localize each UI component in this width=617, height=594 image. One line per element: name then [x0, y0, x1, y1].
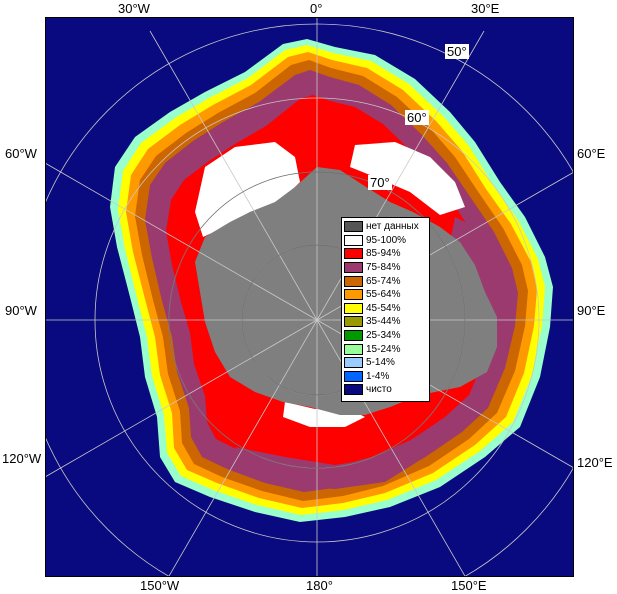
legend-item: 25-34%	[344, 329, 427, 343]
legend-item: 75-84%	[344, 261, 427, 275]
legend-item: 45-54%	[344, 302, 427, 316]
legend-label: 85-94%	[366, 248, 401, 260]
lon-label-120e: 120°E	[577, 455, 613, 470]
legend-swatch	[344, 262, 363, 274]
map-frame	[45, 17, 574, 577]
legend-label: 15-24%	[366, 343, 401, 355]
legend-swatch	[344, 370, 363, 382]
lon-label-60e: 60°E	[577, 146, 606, 161]
legend-item: 35-44%	[344, 315, 427, 329]
legend-item: чисто	[344, 383, 427, 397]
lon-label-30w: 30°W	[118, 1, 150, 16]
legend-label: 5-14%	[366, 357, 395, 369]
legend-item: 5-14%	[344, 356, 427, 370]
lon-label-180: 180°	[306, 578, 333, 593]
lon-label-30e: 30°E	[471, 1, 500, 16]
legend: нет данных 95-100% 85-94% 75-84% 65-74% 55-64…	[341, 217, 430, 402]
legend-swatch	[344, 330, 363, 342]
map-border	[45, 17, 574, 577]
legend-label: нет данных	[366, 221, 419, 233]
legend-swatch	[344, 275, 363, 287]
legend-label: 95-100%	[366, 234, 407, 246]
legend-label: 75-84%	[366, 262, 401, 274]
legend-swatch	[344, 343, 363, 355]
ice-white-east	[350, 142, 465, 215]
legend-swatch	[344, 357, 363, 369]
lon-label-90e: 90°E	[577, 303, 606, 318]
legend-label: 35-44%	[366, 316, 401, 328]
legend-label: чисто	[366, 384, 392, 396]
legend-item: 15-24%	[344, 342, 427, 356]
legend-swatch	[344, 316, 363, 328]
lat-label-50: 50°	[445, 44, 469, 59]
lon-label-90w: 90°W	[5, 303, 37, 318]
lat-label-60: 60°	[405, 110, 429, 125]
lon-label-60w: 60°W	[5, 146, 37, 161]
legend-label: 1-4%	[366, 370, 390, 382]
legend-item: 65-74%	[344, 274, 427, 288]
legend-item: 95-100%	[344, 234, 427, 248]
legend-swatch	[344, 289, 363, 301]
legend-item: 55-64%	[344, 288, 427, 302]
lat-label-70: 70°	[368, 175, 392, 190]
legend-swatch	[344, 234, 363, 246]
ice-concentration-map	[45, 17, 574, 577]
ice-purple-patch-s	[235, 437, 425, 489]
legend-swatch	[344, 302, 363, 314]
legend-swatch	[344, 384, 363, 396]
legend-label: 45-54%	[366, 302, 401, 314]
legend-label: 55-64%	[366, 289, 401, 301]
legend-label: 65-74%	[366, 275, 401, 287]
legend-swatch	[344, 221, 363, 233]
legend-item: 1-4%	[344, 370, 427, 384]
lon-label-0: 0°	[310, 1, 323, 16]
legend-item: 85-94%	[344, 247, 427, 261]
lon-label-120w: 120°W	[2, 451, 42, 466]
lon-label-150e: 150°E	[451, 578, 487, 593]
lon-label-150w: 150°W	[140, 578, 180, 593]
legend-item: нет данных	[344, 220, 427, 234]
legend-swatch	[344, 248, 363, 260]
legend-label: 25-34%	[366, 330, 401, 342]
